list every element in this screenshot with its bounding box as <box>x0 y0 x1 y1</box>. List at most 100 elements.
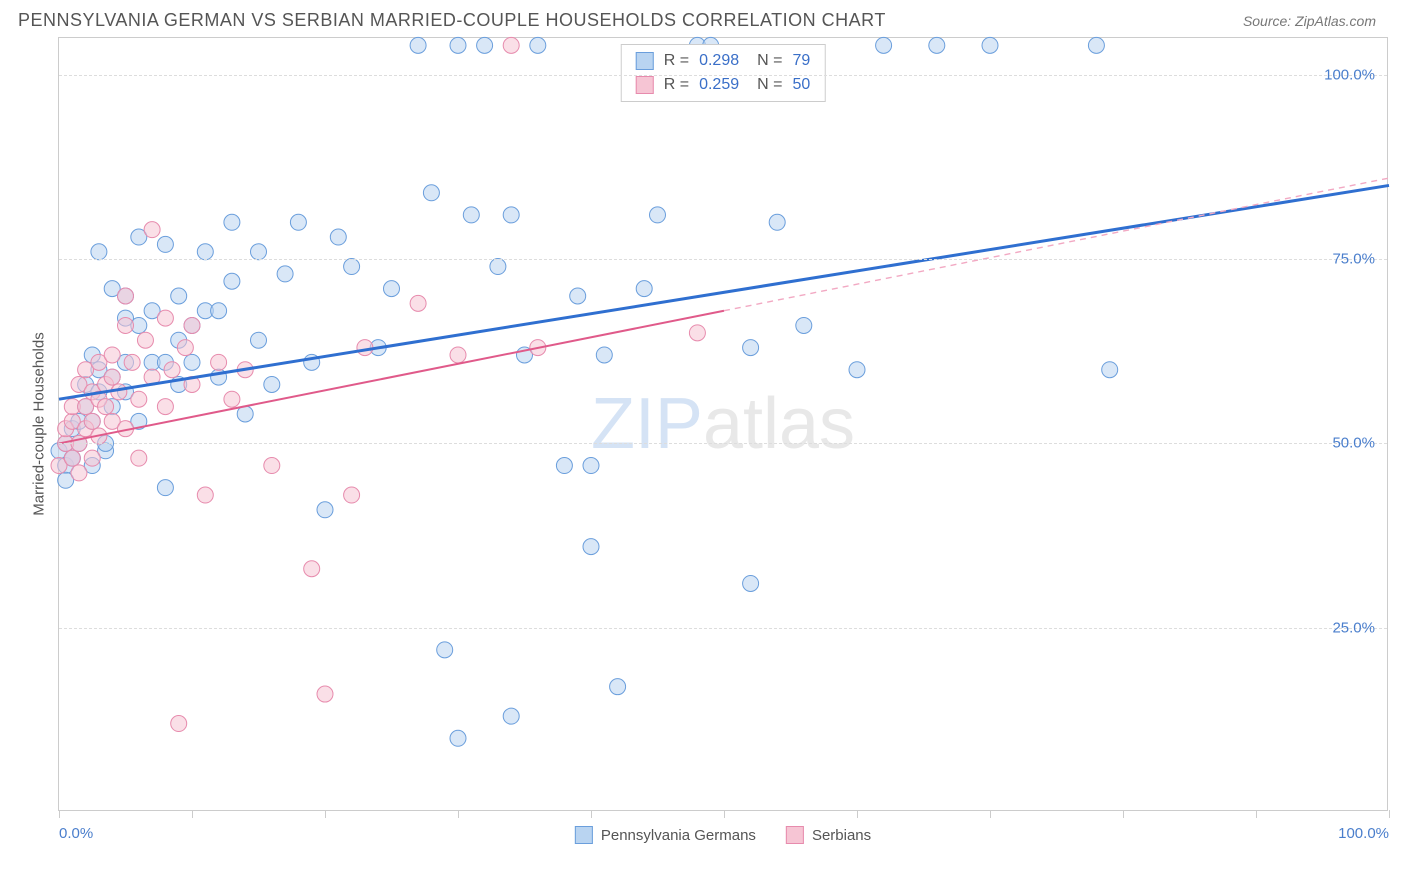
x-tick-mark <box>1256 810 1257 818</box>
data-point <box>171 716 187 732</box>
x-tick-mark <box>59 810 60 818</box>
gridline-y <box>59 628 1387 629</box>
data-point <box>224 273 240 289</box>
data-point <box>131 391 147 407</box>
data-point <box>743 340 759 356</box>
data-point <box>596 347 612 363</box>
stats-n-label: N = <box>757 49 782 73</box>
data-point <box>1088 37 1104 53</box>
y-tick-label: 75.0% <box>1332 251 1375 268</box>
chart-header: PENNSYLVANIA GERMAN VS SERBIAN MARRIED-C… <box>0 0 1406 37</box>
data-point <box>177 340 193 356</box>
data-point <box>144 222 160 238</box>
data-point <box>849 362 865 378</box>
x-tick-mark <box>192 810 193 818</box>
data-point <box>410 37 426 53</box>
data-point <box>211 354 227 370</box>
data-point <box>184 317 200 333</box>
data-point <box>796 317 812 333</box>
data-point <box>251 244 267 260</box>
data-point <box>463 207 479 223</box>
data-point <box>410 295 426 311</box>
data-point <box>157 399 173 415</box>
data-point <box>450 730 466 746</box>
trend-line-dashed <box>724 178 1389 311</box>
data-point <box>929 37 945 53</box>
y-axis-label: Married-couple Households <box>31 332 48 515</box>
data-point <box>317 502 333 518</box>
gridline-y <box>59 75 1387 76</box>
stats-swatch <box>636 52 654 70</box>
data-point <box>437 642 453 658</box>
stats-r-value: 0.259 <box>699 73 739 97</box>
data-point <box>91 244 107 260</box>
data-point <box>184 354 200 370</box>
x-tick-mark <box>591 810 592 818</box>
legend-swatch <box>575 826 593 844</box>
legend-label: Serbians <box>812 827 871 844</box>
stats-row: R =0.259N =50 <box>636 73 811 97</box>
data-point <box>743 575 759 591</box>
x-tick-label: 100.0% <box>1338 825 1389 842</box>
data-point <box>503 207 519 223</box>
stats-r-label: R = <box>664 49 689 73</box>
data-point <box>689 325 705 341</box>
data-point <box>84 413 100 429</box>
x-tick-label: 0.0% <box>59 825 93 842</box>
data-point <box>556 458 572 474</box>
x-tick-mark <box>857 810 858 818</box>
data-point <box>64 450 80 466</box>
y-tick-label: 50.0% <box>1332 435 1375 452</box>
data-point <box>1102 362 1118 378</box>
legend-label: Pennsylvania Germans <box>601 827 756 844</box>
data-point <box>157 480 173 496</box>
data-point <box>357 340 373 356</box>
legend-item: Serbians <box>786 826 871 844</box>
data-point <box>610 679 626 695</box>
x-tick-mark <box>1123 810 1124 818</box>
data-point <box>104 369 120 385</box>
stats-n-value: 79 <box>792 49 810 73</box>
chart-container: ZIPatlas Married-couple Households R =0.… <box>18 37 1388 811</box>
data-point <box>330 229 346 245</box>
data-point <box>264 376 280 392</box>
stats-n-value: 50 <box>792 73 810 97</box>
data-point <box>211 303 227 319</box>
data-point <box>137 332 153 348</box>
stats-swatch <box>636 76 654 94</box>
data-point <box>124 354 140 370</box>
gridline-y <box>59 259 1387 260</box>
data-point <box>104 347 120 363</box>
x-tick-mark <box>990 810 991 818</box>
x-tick-mark <box>724 810 725 818</box>
data-point <box>118 317 134 333</box>
data-point <box>477 37 493 53</box>
data-point <box>157 310 173 326</box>
data-point <box>503 708 519 724</box>
y-tick-label: 25.0% <box>1332 619 1375 636</box>
x-tick-mark <box>325 810 326 818</box>
data-point <box>583 458 599 474</box>
data-point <box>450 347 466 363</box>
data-point <box>224 214 240 230</box>
legend-swatch <box>786 826 804 844</box>
stats-row: R =0.298N =79 <box>636 49 811 73</box>
data-point <box>197 487 213 503</box>
chart-title: PENNSYLVANIA GERMAN VS SERBIAN MARRIED-C… <box>18 10 886 31</box>
legend-item: Pennsylvania Germans <box>575 826 756 844</box>
data-point <box>530 37 546 53</box>
data-point <box>317 686 333 702</box>
data-point <box>503 37 519 53</box>
data-point <box>344 487 360 503</box>
gridline-y <box>59 443 1387 444</box>
data-point <box>450 37 466 53</box>
data-point <box>490 259 506 275</box>
data-point <box>164 362 180 378</box>
data-point <box>98 399 114 415</box>
data-point <box>224 391 240 407</box>
data-point <box>636 281 652 297</box>
data-point <box>304 561 320 577</box>
data-point <box>570 288 586 304</box>
data-point <box>84 450 100 466</box>
stats-n-label: N = <box>757 73 782 97</box>
